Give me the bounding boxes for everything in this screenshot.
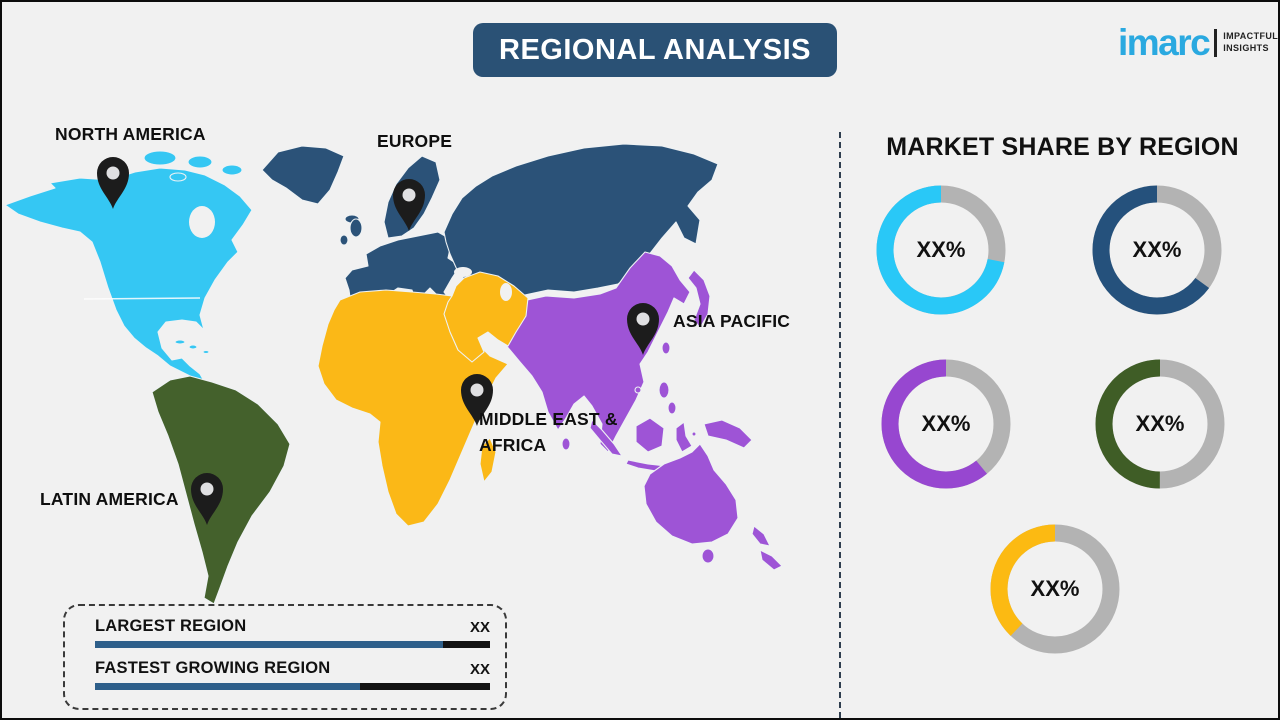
black-sea: [454, 267, 472, 277]
donut-value-label: XX%: [1135, 411, 1185, 436]
donut-value-label: XX%: [921, 411, 971, 436]
map-pin-asia-pacific: [627, 303, 659, 355]
donut-ring-asia-pacific: [881, 359, 1011, 489]
donut-ring-middle-east-africa: [990, 524, 1120, 654]
caspian-sea: [500, 283, 512, 301]
map-region-greenland: [261, 145, 360, 224]
label-asia-pacific: ASIA PACIFIC: [673, 311, 791, 331]
map-pin-latin-america: [191, 473, 223, 525]
legend-box: LARGEST REGION XX FASTEST GROWING REGION…: [63, 604, 507, 710]
label-europe: EUROPE: [377, 131, 453, 151]
imarc-logo: imarc IMPACTFUL INSIGHTS: [1118, 24, 1278, 61]
legend-bar-rest: [442, 641, 490, 648]
legend-bar-fill: [95, 641, 443, 648]
donut-value-label: XX%: [1030, 576, 1080, 601]
map-region-middle-east-africa: [317, 271, 529, 527]
logo-tagline: IMPACTFUL INSIGHTS: [1223, 30, 1279, 53]
legend-label: FASTEST GROWING REGION: [95, 659, 331, 677]
legend-label: LARGEST REGION: [95, 617, 247, 635]
label-middle-east-africa: MIDDLE EAST & AFRICA: [479, 409, 618, 455]
map-pin-europe: [393, 179, 425, 231]
us-canada-border: [83, 297, 201, 300]
map-pins: [97, 157, 659, 525]
map-pin-north-america: [97, 157, 129, 209]
legend-bar-rest: [359, 683, 490, 690]
donut-value-label: XX%: [1132, 237, 1182, 262]
donut-value-label: XX%: [916, 237, 966, 262]
legend-bar: [95, 641, 490, 648]
donut-chart-middle-east-africa: XX%: [990, 524, 1120, 654]
label-latin-america: LATIN AMERICA: [40, 489, 179, 509]
logo-divider: [1214, 28, 1218, 57]
title-banner: REGIONAL ANALYSIS: [473, 23, 837, 77]
legend-value: XX: [469, 619, 490, 636]
imarc-wordmark: imarc: [1118, 22, 1211, 63]
legend-row: FASTEST GROWING REGION XX: [95, 659, 490, 690]
page-title: REGIONAL ANALYSIS: [499, 33, 811, 66]
map-pin-middle-east-africa: [461, 374, 493, 426]
map-region-north-america: [4, 150, 253, 382]
legend-bar: [95, 683, 490, 690]
legend-bar-fill: [95, 683, 360, 690]
donut-chart-north-america: XX%: [876, 185, 1006, 315]
market-share-title: MARKET SHARE BY REGION: [886, 133, 1239, 161]
donut-chart-latin-america: XX%: [1095, 359, 1225, 489]
donut-ring-north-america: [876, 185, 1006, 315]
hudson-bay: [189, 206, 215, 238]
donut-ring-europe: [1092, 185, 1222, 315]
legend-value: XX: [469, 661, 490, 678]
legend-row: LARGEST REGION XX: [95, 617, 490, 648]
panel-divider: [839, 132, 841, 718]
label-north-america: NORTH AMERICA: [55, 124, 206, 144]
donut-chart-asia-pacific: XX%: [881, 359, 1011, 489]
donut-chart-europe: XX%: [1092, 185, 1222, 315]
donut-ring-latin-america: [1095, 359, 1225, 489]
